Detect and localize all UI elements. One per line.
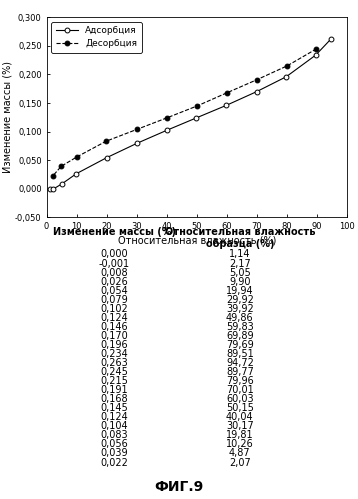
Text: 0,083: 0,083 <box>101 430 129 441</box>
Text: 79,96: 79,96 <box>226 376 254 386</box>
Text: 29,92: 29,92 <box>226 295 254 305</box>
Десорбция <box>225 90 229 96</box>
Text: 40,04: 40,04 <box>226 412 254 422</box>
Text: 89,51: 89,51 <box>226 349 254 359</box>
Адсорбция <box>194 115 199 121</box>
Text: 0,263: 0,263 <box>101 358 129 368</box>
Text: 1,14: 1,14 <box>229 250 251 259</box>
Адсорбция <box>164 127 169 133</box>
Legend: Адсорбция, Десорбция: Адсорбция, Десорбция <box>51 22 142 52</box>
Y-axis label: Изменение массы (%): Изменение массы (%) <box>2 61 12 173</box>
Text: 79,69: 79,69 <box>226 340 254 350</box>
Text: 0,215: 0,215 <box>101 376 129 386</box>
Text: 0,124: 0,124 <box>101 313 129 323</box>
Адсорбция <box>48 186 52 192</box>
Десорбция <box>285 63 289 69</box>
Адсорбция <box>224 102 229 108</box>
Text: 0,168: 0,168 <box>101 394 129 404</box>
Text: 0,146: 0,146 <box>101 322 129 332</box>
Text: 49,86: 49,86 <box>226 313 254 323</box>
Text: 89,77: 89,77 <box>226 367 254 377</box>
Text: 0,104: 0,104 <box>101 421 129 431</box>
Text: 5,05: 5,05 <box>229 267 251 277</box>
Text: 19,81: 19,81 <box>226 430 254 441</box>
Text: 4,87: 4,87 <box>229 449 251 459</box>
Text: ФИГ.9: ФИГ.9 <box>154 480 204 494</box>
Text: 0,102: 0,102 <box>101 304 129 314</box>
Text: 2,17: 2,17 <box>229 258 251 268</box>
Text: 0,008: 0,008 <box>101 267 129 277</box>
Десорбция <box>165 115 169 121</box>
Адсорбция <box>104 155 108 161</box>
X-axis label: Относительная влажность (%): Относительная влажность (%) <box>118 235 276 245</box>
Text: 0,026: 0,026 <box>101 276 129 286</box>
Text: 70,01: 70,01 <box>226 385 254 395</box>
Text: Относительная влажность
образца (%): Относительная влажность образца (%) <box>165 227 315 249</box>
Адсорбция <box>59 181 64 187</box>
Text: 9,90: 9,90 <box>229 276 251 286</box>
Text: 30,17: 30,17 <box>226 421 254 431</box>
Text: 2,07: 2,07 <box>229 458 251 468</box>
Text: 50,15: 50,15 <box>226 403 254 413</box>
Адсорбция <box>51 186 55 192</box>
Адсорбция <box>284 74 288 80</box>
Text: 0,234: 0,234 <box>101 349 129 359</box>
Десорбция <box>135 126 139 132</box>
Десорбция <box>104 138 108 144</box>
Десорбция <box>50 173 55 179</box>
Десорбция <box>255 77 259 83</box>
Text: 10,26: 10,26 <box>226 440 254 450</box>
Line: Адсорбция: Адсорбция <box>48 36 334 192</box>
Text: 59,83: 59,83 <box>226 322 254 332</box>
Адсорбция <box>314 52 318 58</box>
Line: Десорбция: Десорбция <box>50 46 319 179</box>
Text: 39,92: 39,92 <box>226 304 254 314</box>
Text: 0,039: 0,039 <box>101 449 129 459</box>
Text: 0,245: 0,245 <box>101 367 129 377</box>
Адсорбция <box>74 171 78 177</box>
Адсорбция <box>329 35 334 41</box>
Десорбция <box>75 154 79 160</box>
Text: 94,72: 94,72 <box>226 358 254 368</box>
Text: 60,03: 60,03 <box>226 394 254 404</box>
Text: 19,94: 19,94 <box>226 285 254 296</box>
Text: 0,056: 0,056 <box>101 440 129 450</box>
Text: 0,170: 0,170 <box>101 331 129 341</box>
Адсорбция <box>134 141 139 147</box>
Text: -0,001: -0,001 <box>99 258 130 268</box>
Text: 0,124: 0,124 <box>101 412 129 422</box>
Десорбция <box>195 103 199 109</box>
Десорбция <box>314 46 319 52</box>
Адсорбция <box>255 89 259 95</box>
Десорбция <box>59 163 63 169</box>
Text: 0,196: 0,196 <box>101 340 129 350</box>
Text: 0,000: 0,000 <box>101 250 129 259</box>
Text: 0,054: 0,054 <box>101 285 129 296</box>
Text: 69,89: 69,89 <box>226 331 254 341</box>
Text: Изменение массы (%): Изменение массы (%) <box>53 227 176 237</box>
Text: 0,022: 0,022 <box>101 458 129 468</box>
Text: 0,079: 0,079 <box>101 295 129 305</box>
Text: 0,145: 0,145 <box>101 403 129 413</box>
Text: 0,191: 0,191 <box>101 385 129 395</box>
